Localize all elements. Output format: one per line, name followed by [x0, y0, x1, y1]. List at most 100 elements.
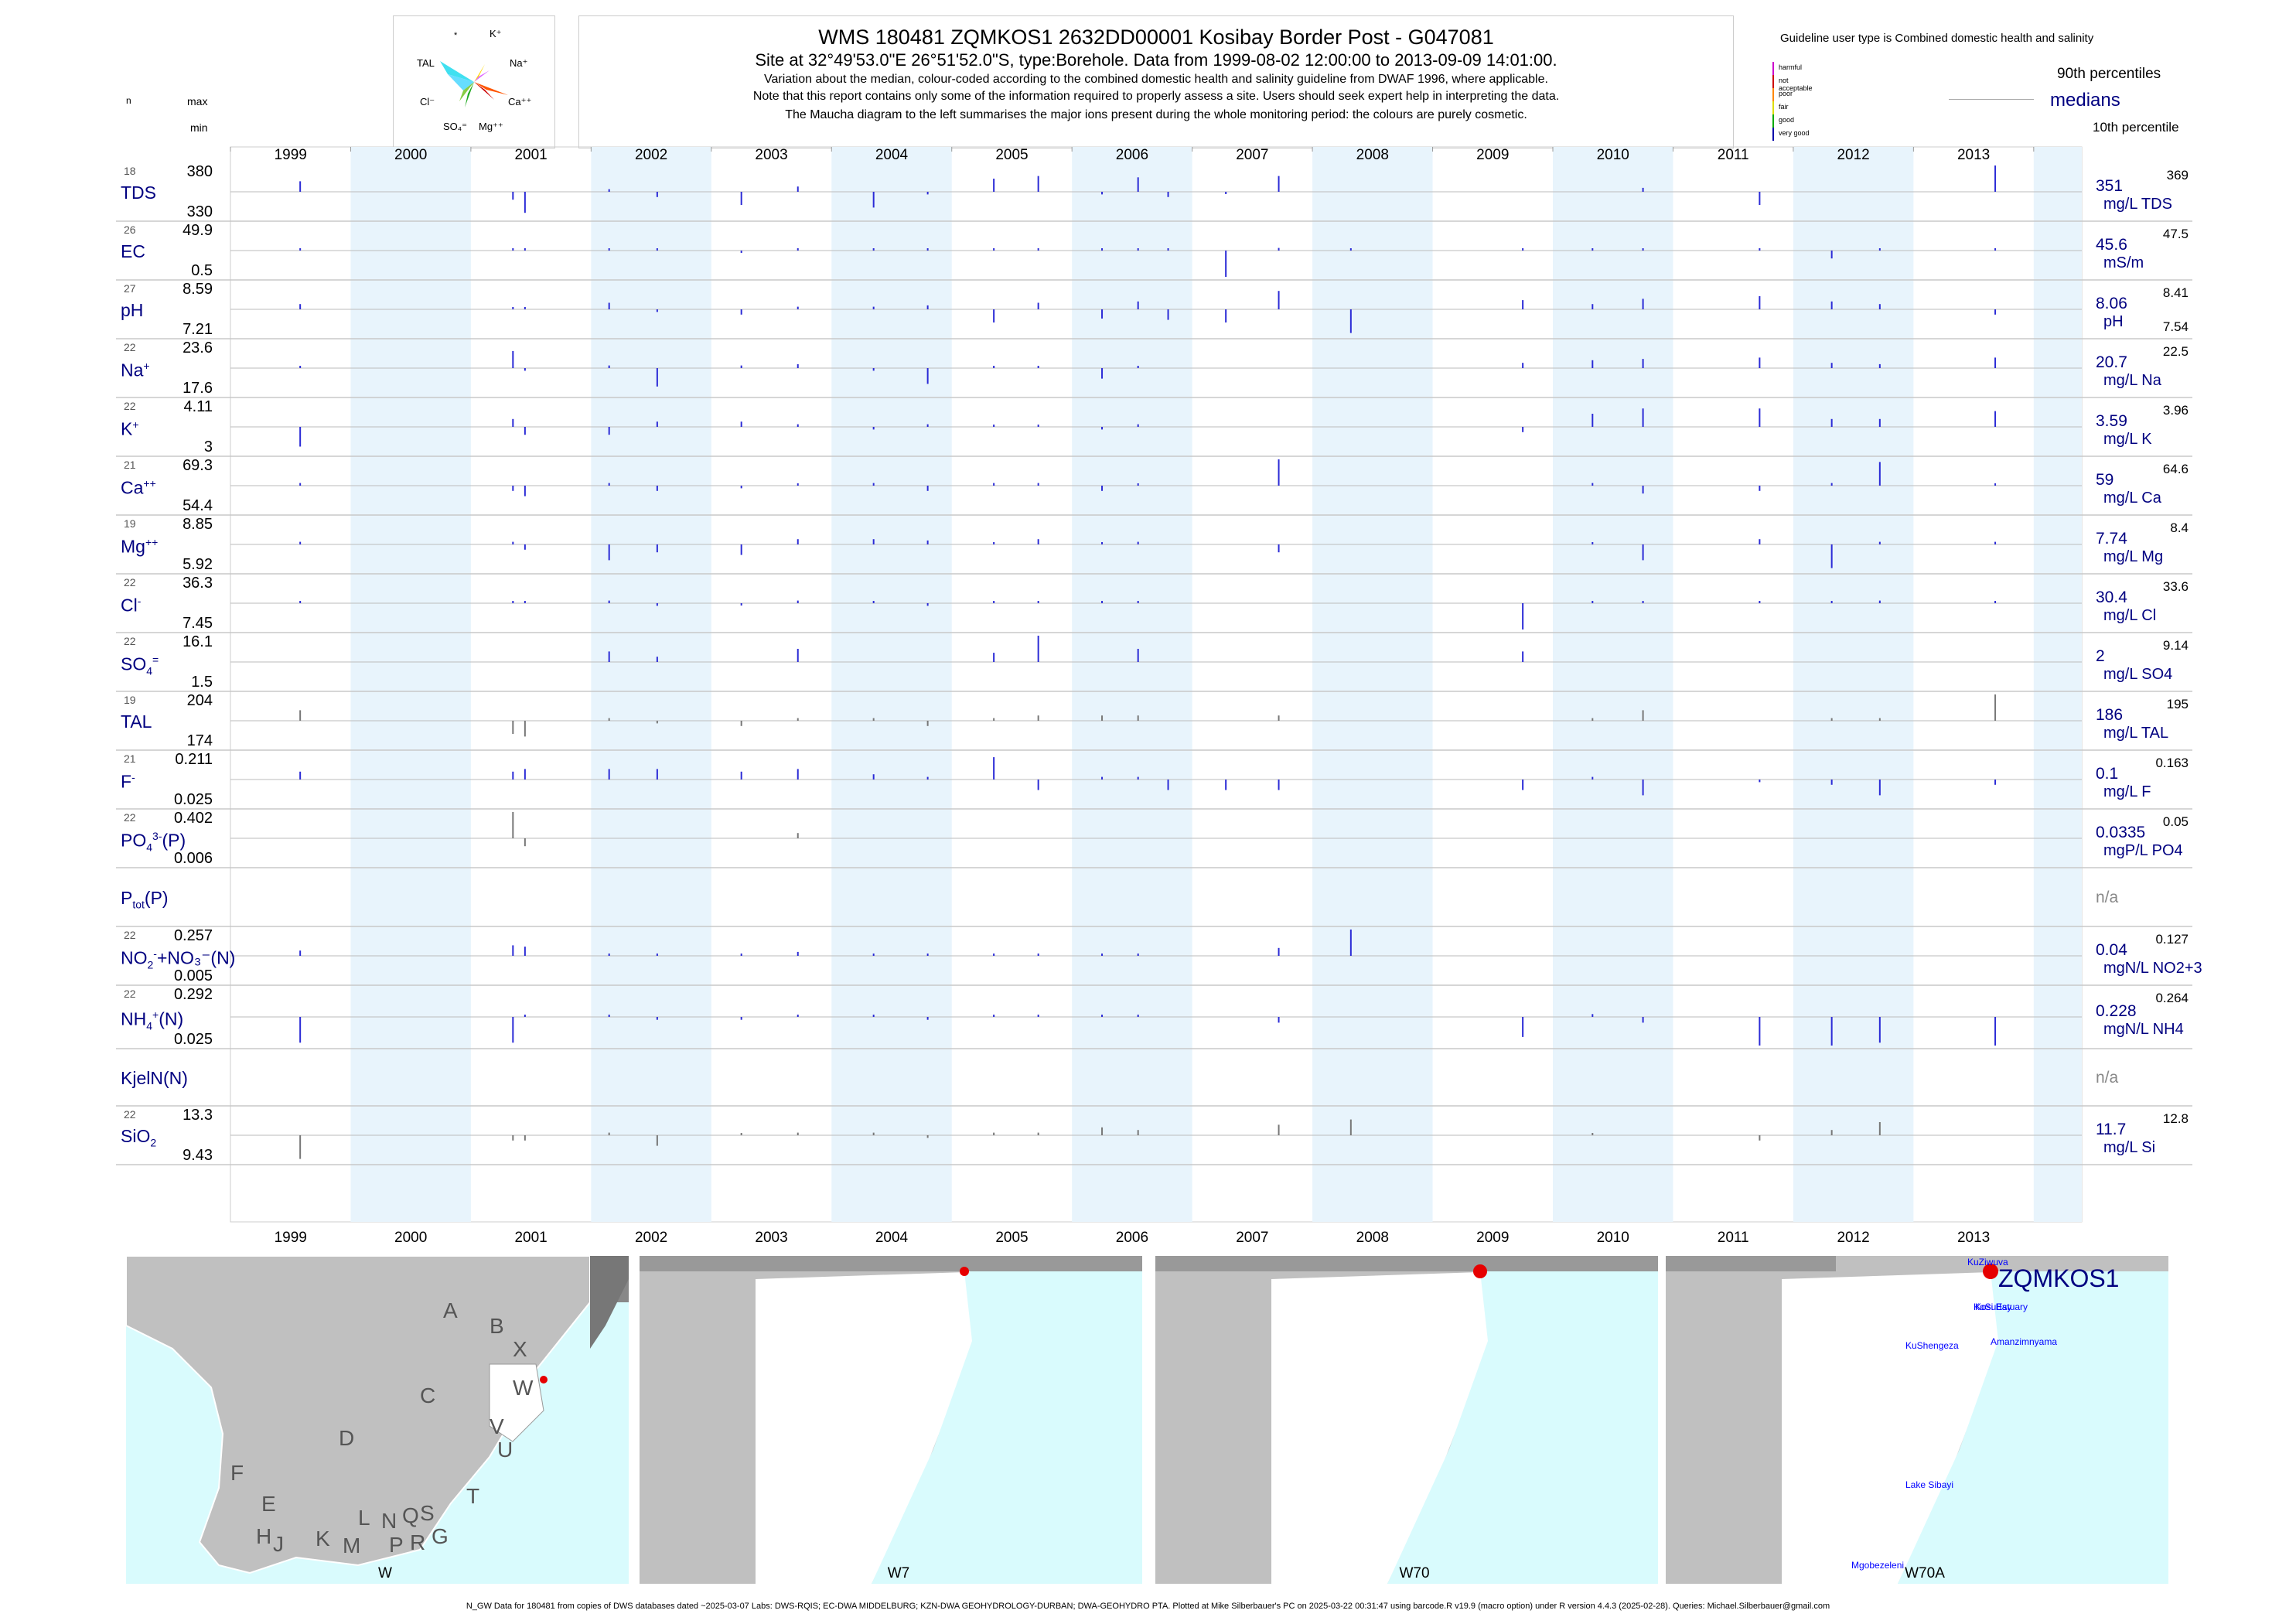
place-label: KoSuEstuary: [1974, 1302, 2028, 1312]
max-value-Mg: 8.85: [183, 516, 213, 533]
param-label-TDS: TDS: [121, 183, 156, 203]
region-label-C: C: [420, 1383, 435, 1407]
min-value-Mg: 5.92: [183, 556, 213, 573]
region-label-W: W: [513, 1376, 534, 1400]
p90-value-SiO2: 12.8: [2162, 1111, 2189, 1126]
year-band-2008: [1312, 147, 1433, 1222]
param-label-PO4: PO43-(P): [121, 830, 186, 854]
n-value-NO2NO3: 22: [124, 929, 136, 941]
site-marker: [960, 1267, 969, 1276]
max-value-pH: 8.59: [183, 281, 213, 298]
min-value-TDS: 330: [186, 203, 213, 220]
map-catchment: [1782, 1271, 2014, 1584]
maucha-star-icon: [440, 61, 508, 107]
place-label: KuZiwuva: [1967, 1257, 2008, 1267]
year-tick-top: 2003: [755, 147, 787, 163]
year-tick-bottom: 2001: [514, 1230, 547, 1245]
n-value-Mg: 19: [124, 517, 136, 530]
p90-legend: 90th percentiles: [2057, 66, 2161, 82]
map-catchment: [756, 1271, 988, 1584]
region-label-N: N: [381, 1509, 397, 1533]
max-value-NO2NO3: 0.257: [173, 927, 213, 944]
median-value-pH: 8.06: [2096, 295, 2127, 312]
year-band-2004: [831, 147, 952, 1222]
guideline-color-very-good: [1772, 128, 1774, 141]
year-band-2006: [1072, 147, 1192, 1222]
min-value-NH4: 0.025: [173, 1031, 213, 1048]
year-band-2002: [591, 147, 711, 1222]
median-value-F: 0.1: [2096, 765, 2119, 783]
n-value-EC: 26: [124, 223, 136, 236]
year-tick-bottom: 2003: [755, 1230, 787, 1245]
max-value-TDS: 380: [186, 163, 213, 180]
note-3: The Maucha diagram to the left summarise…: [785, 108, 1527, 121]
max-value-TAL: 204: [186, 692, 213, 709]
min-value-Cl: 7.45: [183, 615, 213, 632]
year-tick-top: 2000: [394, 147, 427, 163]
maucha-na-label: Na⁺: [510, 57, 528, 69]
report-header: WMS 180481 ZQMKOS1 2632DD00001 Kosibay B…: [578, 15, 1734, 148]
year-tick-bottom: 2004: [875, 1230, 909, 1245]
region-label-G: G: [432, 1524, 449, 1548]
median-value-TDS: 351: [2096, 177, 2124, 195]
place-label: Mgobezeleni: [1851, 1560, 1904, 1571]
median-value-Na: 20.7: [2096, 353, 2127, 371]
median-value-SO4: 2: [2096, 647, 2105, 665]
site-name-label: ZQMKOS1: [1998, 1264, 2119, 1292]
place-label: KuShengeza: [1905, 1340, 1959, 1351]
guideline-color-good: [1772, 114, 1774, 128]
median-value-NH4: 0.228: [2096, 1002, 2137, 1020]
p90-value-PO4: 0.05: [2162, 814, 2189, 829]
year-tick-top: 2012: [1837, 147, 1869, 163]
n-value-SiO2: 22: [124, 1108, 136, 1121]
unit-Cl: mg/L Cl: [2103, 607, 2157, 624]
unit-EC: mS/m: [2103, 254, 2144, 271]
year-tick-top: 2008: [1356, 147, 1389, 163]
param-label-EC: EC: [121, 241, 145, 261]
max-value-K: 4.11: [183, 398, 213, 415]
year-tick-bottom: 2012: [1837, 1230, 1869, 1245]
region-label-V: V: [490, 1414, 504, 1438]
median-value-KjelN: n/a: [2096, 1069, 2119, 1087]
p90-value-SO4: 9.14: [2162, 638, 2189, 653]
year-tick-top: 2007: [1236, 147, 1268, 163]
map-catchment: [1271, 1271, 1503, 1584]
year-tick-bottom: 2005: [995, 1230, 1028, 1245]
p90-value-K: 3.96: [2162, 403, 2189, 418]
unit-SO4: mg/L SO4: [2103, 666, 2173, 683]
n-value-F: 21: [124, 752, 136, 765]
region-label-X: X: [513, 1337, 527, 1361]
param-label-Cl: Cl-: [121, 595, 142, 616]
median-value-Mg: 7.74: [2096, 530, 2127, 548]
guideline-text: Guideline user type is Combined domestic…: [1780, 32, 2094, 45]
note-2: Note that this report contains only some…: [752, 90, 1560, 103]
map-W7: W7: [640, 1256, 1142, 1584]
maucha-ca-label: Ca⁺⁺: [508, 96, 532, 107]
n-value-NH4: 22: [124, 988, 136, 1000]
region-label-R: R: [410, 1530, 425, 1554]
year-tick-top: 2002: [635, 147, 667, 163]
site-marker: [1983, 1264, 1998, 1279]
map-sea-east: [1387, 1271, 1658, 1584]
n-value-K: 22: [124, 400, 136, 412]
region-label-T: T: [466, 1484, 479, 1508]
map-label: W7: [888, 1565, 910, 1581]
min-value-pH: 7.21: [183, 321, 213, 338]
p90-value-NH4: 0.264: [2155, 991, 2189, 1005]
n-value-pH: 27: [124, 282, 136, 295]
p90-value-EC: 47.5: [2162, 227, 2189, 241]
year-tick-bottom: 2000: [394, 1230, 427, 1245]
median-value-PO4: 0.0335: [2096, 824, 2146, 841]
n-value-TAL: 19: [124, 694, 136, 706]
unit-K: mg/L K: [2103, 431, 2152, 448]
map-W70: W70: [1155, 1256, 1658, 1584]
max-value-SO4: 16.1: [183, 633, 213, 650]
param-label-F: F-: [121, 771, 135, 792]
place-label: Lake Sibayi: [1905, 1479, 1953, 1490]
max-value-EC: 49.9: [183, 222, 213, 239]
year-tick-bottom: 1999: [275, 1230, 307, 1245]
param-label-K: K+: [121, 418, 139, 439]
region-label-L: L: [358, 1506, 370, 1530]
map-sea-east: [1898, 1271, 2168, 1584]
